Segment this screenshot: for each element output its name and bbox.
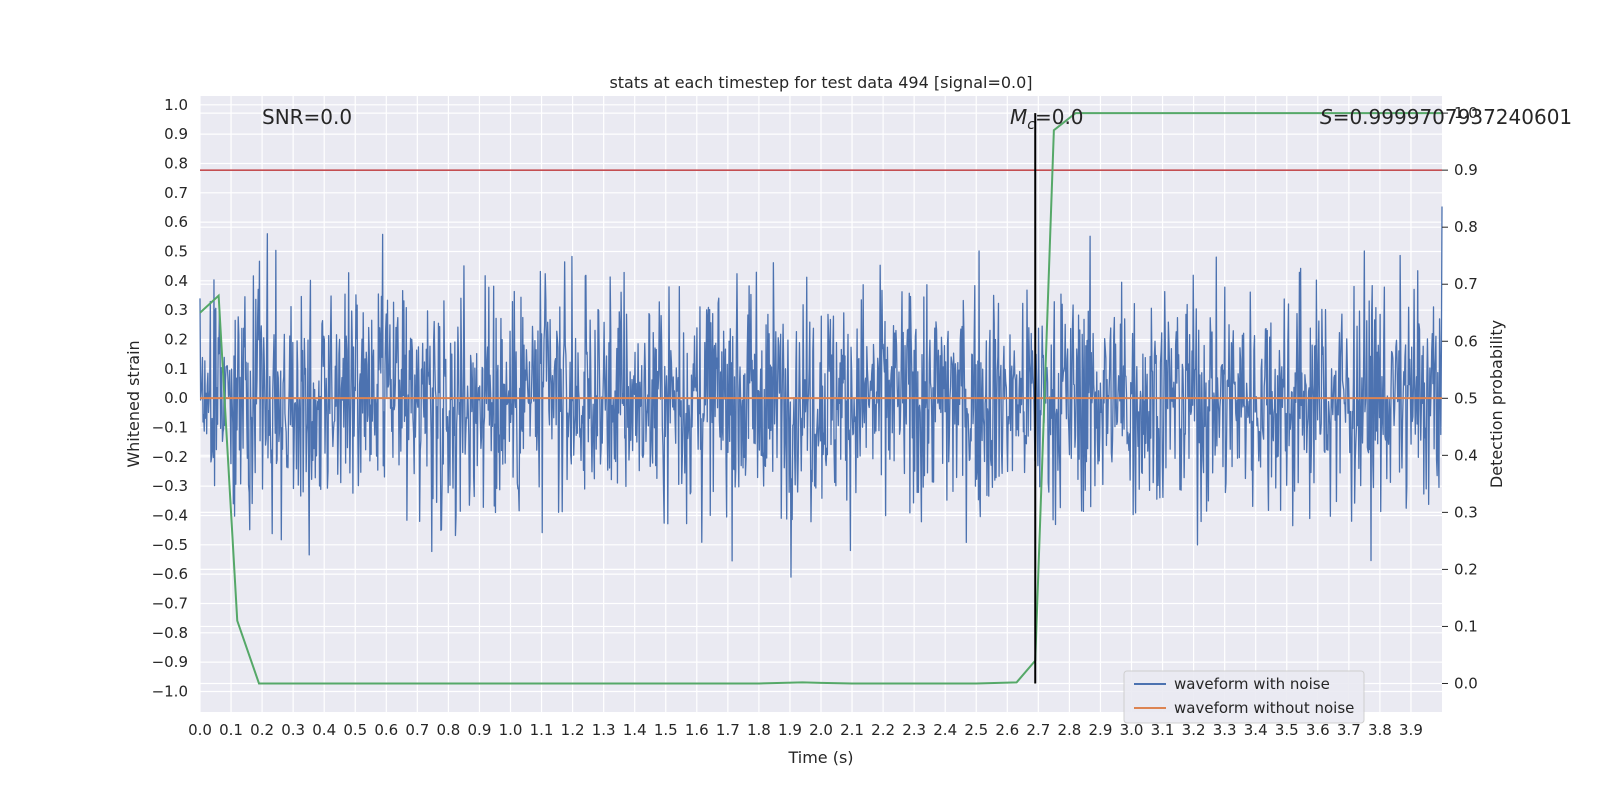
x-tick-label: 2.2: [871, 721, 895, 739]
y-tick-label: 0.6: [164, 213, 188, 231]
y-tick-label: −0.2: [152, 448, 188, 466]
chirp-mass-subscript: c: [1027, 117, 1035, 133]
y2-tick-label: 0.8: [1454, 218, 1478, 236]
chirp-mass-value: =0.0: [1035, 105, 1084, 129]
snr-annotation: SNR=0.0: [262, 105, 352, 129]
x-tick-label: 0.2: [250, 721, 274, 739]
x-tick-label: 1.0: [499, 721, 523, 739]
legend-label-noise: waveform with noise: [1174, 675, 1330, 693]
y-tick-label: −0.1: [152, 418, 188, 436]
x-tick-label: 1.4: [623, 721, 647, 739]
x-tick-label: 3.6: [1306, 721, 1330, 739]
y2-tick-label: 0.2: [1454, 560, 1478, 578]
legend: waveform with noise waveform without noi…: [1123, 670, 1365, 724]
y2-axis-label: Detection probability: [1487, 320, 1506, 488]
y2-tick-label: 0.4: [1454, 446, 1478, 464]
x-tick-label: 2.0: [809, 721, 833, 739]
y-tick-label: −0.6: [152, 565, 188, 583]
y2-axis-ticks: 0.0 0.1 0.2 0.3 0.4 0.5 0.6 0.7 0.8 0.9 1.0: [1442, 104, 1478, 692]
x-tick-label: 1.9: [778, 721, 802, 739]
x-tick-label: 2.5: [964, 721, 988, 739]
y2-tick-label: 0.7: [1454, 275, 1478, 293]
y2-tick-label: 0.5: [1454, 389, 1478, 407]
detection-probability-line: [199, 112, 1442, 685]
series-waveform-with-noise: [199, 206, 1443, 578]
x-tick-label: 2.9: [1089, 721, 1113, 739]
x-tick-label: 3.8: [1368, 721, 1392, 739]
x-tick-label: 2.7: [1026, 721, 1050, 739]
x-tick-label: 1.6: [685, 721, 709, 739]
y-tick-label: −0.5: [152, 536, 188, 554]
x-axis-label: Time (s): [787, 748, 853, 767]
y-tick-label: −1.0: [152, 682, 188, 700]
legend-box: [1123, 670, 1365, 724]
y-tick-label: −0.4: [152, 506, 188, 524]
y-tick-label: 0.8: [164, 154, 188, 172]
y-tick-label: 0.9: [164, 125, 188, 143]
chirp-mass-symbol: M: [1010, 105, 1027, 129]
series-detection-probability: [199, 112, 1442, 685]
x-tick-label: 1.3: [592, 721, 616, 739]
x-tick-label: 0.6: [374, 721, 398, 739]
x-axis-ticks: 0.0 0.1 0.2 0.3 0.4 0.5 0.6 0.7 0.8 0.9 1.0 1.1 1.2 1…: [188, 721, 1423, 739]
x-tick-label: 3.4: [1244, 721, 1268, 739]
x-tick-label: 3.0: [1120, 721, 1144, 739]
y-axis-ticks: 1.0 0.9 0.8 0.7 0.6 0.5 0.4 0.3 0.2 0.1 0.0 −0.1 −0.…: [152, 96, 188, 701]
waveform-with-noise-line: [199, 206, 1443, 578]
y-tick-label: 0.0: [164, 389, 188, 407]
y-tick-label: 0.5: [164, 242, 188, 260]
snr-stat-annotation: S=0.9999707937240601: [1320, 105, 1572, 129]
x-tick-label: 0.8: [436, 721, 460, 739]
y2-tick-label: 0.3: [1454, 503, 1478, 521]
x-tick-label: 3.7: [1337, 721, 1361, 739]
y-tick-label: 0.4: [164, 272, 188, 290]
x-tick-label: 1.7: [716, 721, 740, 739]
x-tick-label: 0.4: [312, 721, 336, 739]
x-tick-label: 3.3: [1213, 721, 1237, 739]
y2-tick-label: 0.0: [1454, 674, 1478, 692]
y-tick-label: −0.7: [152, 594, 188, 612]
stat-symbol: S: [1320, 105, 1333, 129]
y-tick-label: −0.8: [152, 624, 188, 642]
y-tick-label: 0.1: [164, 360, 188, 378]
x-tick-label: 2.6: [995, 721, 1019, 739]
x-tick-label: 3.1: [1151, 721, 1175, 739]
y-tick-label: 0.2: [164, 330, 188, 348]
y-tick-label: 1.0: [164, 96, 188, 114]
y-tick-label: −0.3: [152, 477, 188, 495]
y2-tick-label: 0.6: [1454, 332, 1478, 350]
x-tick-label: 3.2: [1182, 721, 1206, 739]
chart-title: stats at each timestep for test data 494…: [609, 73, 1032, 92]
x-tick-label: 1.2: [561, 721, 585, 739]
x-tick-label: 0.3: [281, 721, 305, 739]
y2-tick-label: 0.9: [1454, 161, 1478, 179]
y2-tick-label: 0.1: [1454, 617, 1478, 635]
y-tick-label: 0.3: [164, 301, 188, 319]
legend-label-clean: waveform without noise: [1174, 699, 1354, 717]
x-tick-label: 1.8: [747, 721, 771, 739]
x-tick-label: 3.9: [1399, 721, 1423, 739]
x-tick-label: 0.0: [188, 721, 212, 739]
chirp-mass-annotation: Mc=0.0: [1010, 105, 1084, 133]
y-tick-label: −0.9: [152, 653, 188, 671]
x-tick-label: 2.1: [840, 721, 864, 739]
x-tick-label: 2.4: [933, 721, 957, 739]
y-tick-label: 0.7: [164, 184, 188, 202]
x-tick-label: 2.8: [1057, 721, 1081, 739]
x-tick-label: 0.1: [219, 721, 243, 739]
x-tick-label: 0.7: [405, 721, 429, 739]
x-tick-label: 1.1: [530, 721, 554, 739]
x-tick-label: 0.5: [343, 721, 367, 739]
x-tick-label: 1.5: [654, 721, 678, 739]
stat-value: =0.9999707937240601: [1333, 105, 1572, 129]
x-tick-label: 0.9: [468, 721, 492, 739]
x-tick-label: 3.5: [1275, 721, 1299, 739]
y-axis-label: Whitened strain: [124, 340, 143, 467]
y2-tick-label: 1.0: [1454, 104, 1478, 122]
x-tick-label: 2.3: [902, 721, 926, 739]
